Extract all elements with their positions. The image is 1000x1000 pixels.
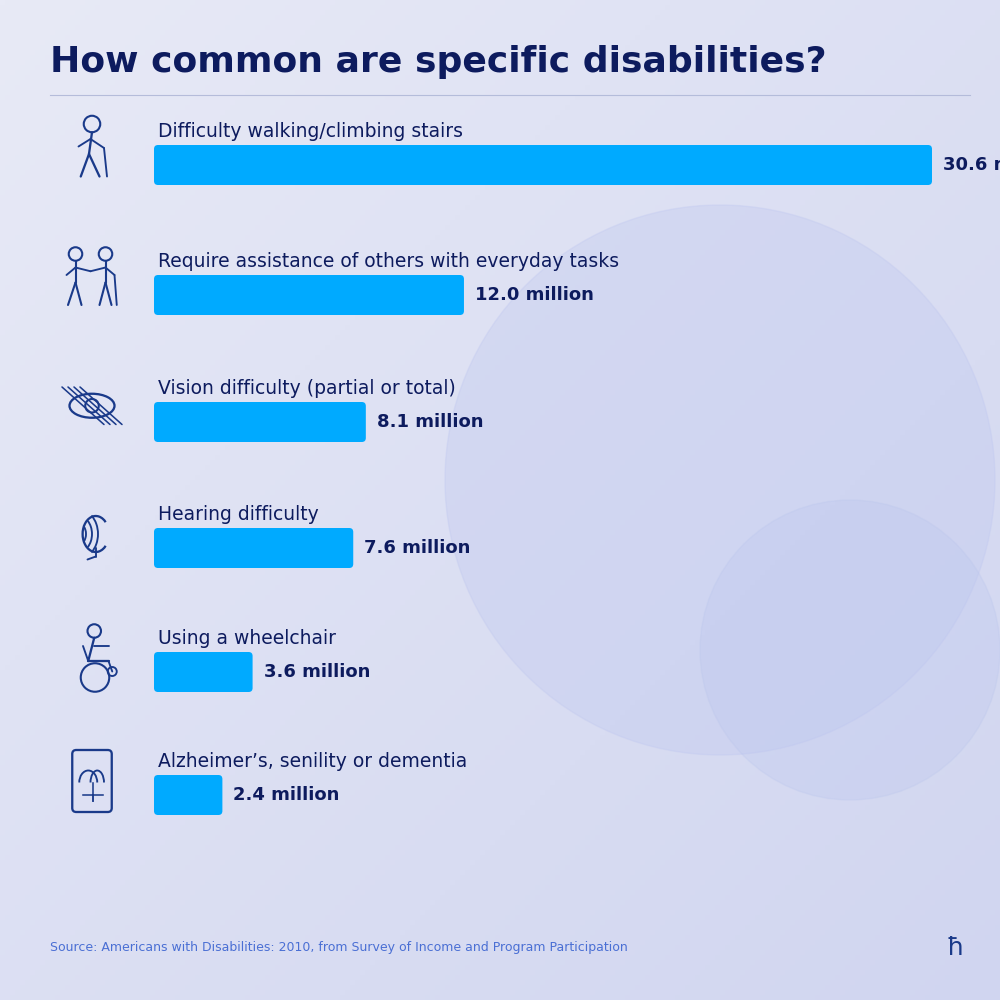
Ellipse shape xyxy=(445,205,995,755)
FancyBboxPatch shape xyxy=(154,402,366,442)
Text: Hearing difficulty: Hearing difficulty xyxy=(158,505,319,524)
Text: 7.6 million: 7.6 million xyxy=(364,539,471,557)
Text: 2.4 million: 2.4 million xyxy=(233,786,340,804)
FancyBboxPatch shape xyxy=(154,145,932,185)
Text: Source: Americans with Disabilities: 2010, from Survey of Income and Program Par: Source: Americans with Disabilities: 201… xyxy=(50,942,628,954)
FancyBboxPatch shape xyxy=(154,652,253,692)
FancyBboxPatch shape xyxy=(154,528,353,568)
Text: Difficulty walking/climbing stairs: Difficulty walking/climbing stairs xyxy=(158,122,463,141)
Text: Require assistance of others with everyday tasks: Require assistance of others with everyd… xyxy=(158,252,619,271)
Text: ħ: ħ xyxy=(946,936,964,960)
Text: Alzheimer’s, senility or dementia: Alzheimer’s, senility or dementia xyxy=(158,752,467,771)
FancyBboxPatch shape xyxy=(154,275,464,315)
Text: 8.1 million: 8.1 million xyxy=(377,413,483,431)
Ellipse shape xyxy=(700,500,1000,800)
Text: 30.6 million: 30.6 million xyxy=(943,156,1000,174)
Text: 3.6 million: 3.6 million xyxy=(264,663,370,681)
Text: 12.0 million: 12.0 million xyxy=(475,286,594,304)
Text: Vision difficulty (partial or total): Vision difficulty (partial or total) xyxy=(158,379,456,398)
FancyBboxPatch shape xyxy=(154,775,222,815)
Text: Using a wheelchair: Using a wheelchair xyxy=(158,629,336,648)
Text: How common are specific disabilities?: How common are specific disabilities? xyxy=(50,45,827,79)
